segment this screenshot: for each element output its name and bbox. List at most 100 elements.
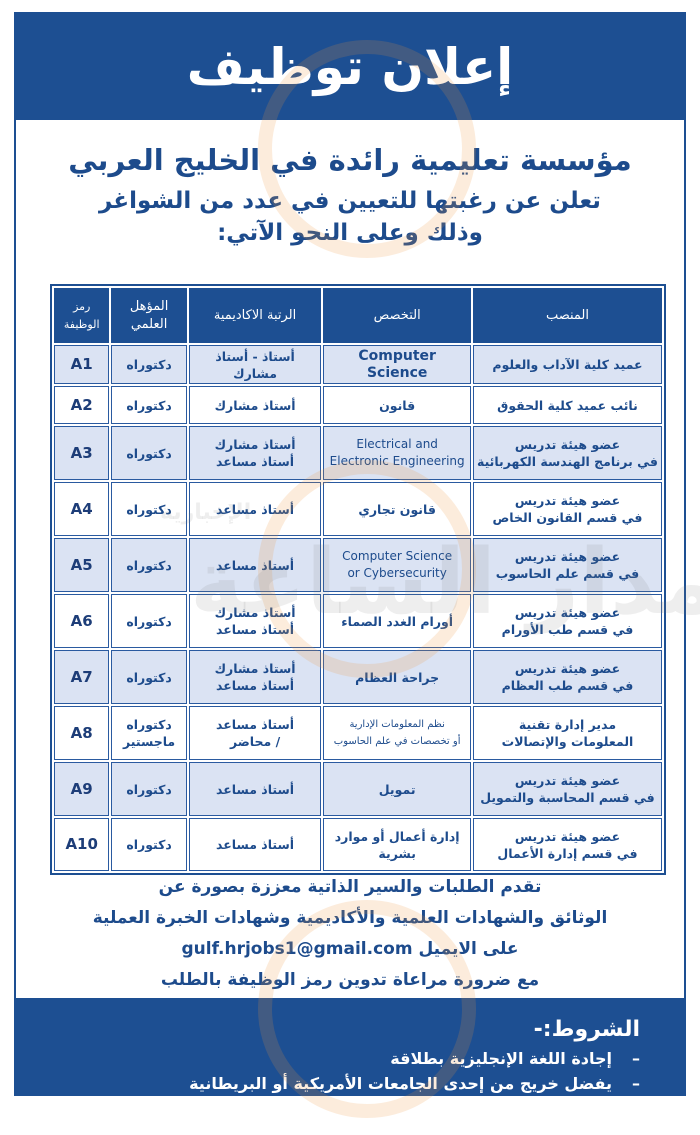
qualification-cell-line: دكتوراه: [126, 357, 172, 372]
qualification-cell-line: دكتوراه: [126, 781, 172, 797]
position-cell: نائب عميد كلية الحقوق: [472, 386, 662, 424]
qualification-cell: دكتوراه: [111, 762, 187, 816]
qualification-cell-line: دكتوراه: [126, 613, 172, 629]
qualification-cell-line: دكتوراه: [126, 717, 172, 732]
position-cell: عضو هيئة تدريس في قسم طب الأورام: [472, 594, 662, 648]
conditions-section: الشروط:- –إجادة اللغة الإنجليزية بطلاقة …: [16, 998, 684, 1094]
page-title: إعلان توظيف: [186, 38, 515, 96]
job-ad-frame: إعلان توظيف مؤسسة تعليمية رائدة في الخلي…: [14, 12, 686, 1096]
title-banner: إعلان توظيف: [16, 14, 684, 120]
qualification-cell: دكتوراه: [111, 538, 187, 592]
specialization-cell-line: Computer Science: [342, 549, 453, 563]
apply-line-2: الوثائق والشهادات العلمية والأكاديمية وش…: [92, 908, 608, 928]
table-row: عميد كلية الآداب والعلوم Computer Science…: [54, 345, 662, 384]
rank-cell-line: أستاذ مساعد: [216, 454, 295, 469]
rank-cell-line: أستاذ مساعد: [216, 678, 295, 693]
rank-cell-line: أستاذ مشارك: [214, 605, 296, 620]
intro: مؤسسة تعليمية رائدة في الخليج العربي تعل…: [16, 140, 684, 248]
rank-cell: أستاذ مساعد: [188, 482, 322, 536]
position-cell-line: نائب عميد كلية الحقوق: [497, 397, 638, 413]
specialization-cell-line: or Cybersecurity: [347, 566, 447, 580]
rank-cell-line: أستاذ مشارك: [214, 397, 296, 413]
rank-cell: أستاذ مشارك أستاذ مساعد: [188, 594, 322, 648]
header-position: المنصب: [472, 288, 662, 343]
specialization-cell-line: إدارة أعمال أو موارد بشرية: [334, 828, 460, 861]
specialization-cell: Computer Science: [323, 345, 471, 384]
specialization-cell-line: Electronic Engineering: [329, 454, 465, 468]
table-row: عضو هيئة تدريس في قسم القانون الخاص قانون …: [54, 482, 662, 536]
email-prefix: على الايميل: [418, 939, 519, 959]
position-cell: عضو هيئة تدريس في قسم علم الحاسوب: [472, 538, 662, 592]
position-cell-line: عميد كلية الآداب والعلوم: [492, 357, 643, 372]
position-cell-line: عضو هيئة تدريس: [514, 549, 621, 564]
position-cell-line: في برنامج الهندسة الكهربائية: [476, 454, 658, 469]
rank-cell-line: / محاضر: [229, 734, 281, 749]
specialization-cell: إدارة أعمال أو موارد بشرية: [323, 818, 471, 871]
conditions-title: الشروط:-: [533, 1017, 640, 1042]
header-qualification: المؤهل العلمي: [111, 288, 187, 343]
position-cell-line: في قسم علم الحاسوب: [495, 566, 640, 581]
condition-item: –يفضل خريج من إحدى الجامعات الأمريكية أو…: [189, 1074, 640, 1093]
header-code: رمز الوظيفة: [54, 288, 110, 343]
intro-line-3: وذلك وعلى النحو الآتي:: [217, 220, 483, 246]
apply-line-1: تقدم الطلبات والسير الذاتية معززة بصورة …: [158, 877, 542, 897]
code-cell: A6: [54, 594, 110, 648]
position-cell-line: في قسم القانون الخاص: [492, 510, 643, 525]
rank-cell-line: أستاذ مساعد: [216, 717, 295, 732]
specialization-cell: أورام الغدد الصماء: [323, 594, 471, 648]
qualification-cell-line: دكتوراه: [126, 669, 172, 685]
position-cell: عضو هيئة تدريس في قسم القانون الخاص: [472, 482, 662, 536]
qualification-cell: دكتوراه: [111, 818, 187, 871]
rank-cell-line: أستاذ مساعد: [216, 622, 295, 637]
rank-cell: أستاذ مساعد: [188, 818, 322, 871]
apply-line-3: على الايميل gulf.hrjobs1@gmail.com: [16, 934, 684, 965]
table-row: عضو هيئة تدريس في قسم المحاسبة والتمويل تم…: [54, 762, 662, 816]
qualification-cell: دكتوراه: [111, 345, 187, 384]
rank-cell-line: أستاذ مساعد: [216, 837, 295, 852]
position-cell-line: عضو هيئة تدريس: [514, 437, 621, 452]
qualification-cell-line: دكتوراه: [126, 837, 172, 852]
table-row: عضو هيئة تدريس في قسم علم الحاسوب Computer…: [54, 538, 662, 592]
position-cell-line: في قسم طب الأورام: [501, 622, 634, 637]
position-cell-line: عضو هيئة تدريس: [514, 828, 621, 844]
table-row: نائب عميد كلية الحقوق قانون أستاذ مشارك دكت…: [54, 386, 662, 424]
position-cell-line: في قسم إدارة الأعمال: [497, 845, 638, 861]
qualification-cell: دكتوراه ماجستير: [111, 706, 187, 760]
specialization-cell: تمويل: [323, 762, 471, 816]
qualification-cell: دكتوراه: [111, 594, 187, 648]
rank-cell: أستاذ مشارك: [188, 386, 322, 424]
code-cell: A4: [54, 482, 110, 536]
code-cell: A8: [54, 706, 110, 760]
position-cell-line: في قسم طب العظام: [501, 678, 634, 693]
specialization-cell-line: Electrical and: [356, 437, 438, 451]
position-cell: عضو هيئة تدريس في قسم طب العظام: [472, 650, 662, 704]
email-address[interactable]: gulf.hrjobs1@gmail.com: [181, 939, 413, 959]
table-header-row: المنصب التخصص الرتبة الاكاديمية المؤهل ا…: [54, 288, 662, 343]
position-cell: مدير إدارة تقنية المعلومات والإتصالات: [472, 706, 662, 760]
code-cell: A2: [54, 386, 110, 424]
condition-item: –إجادة اللغة الإنجليزية بطلاقة: [390, 1049, 640, 1068]
qualification-cell-line: دكتوراه: [126, 557, 172, 573]
header-rank: الرتبة الاكاديمية: [188, 288, 322, 343]
table-row: عضو هيئة تدريس في قسم إدارة الأعمال إدارة …: [54, 818, 662, 871]
intro-line-2: تعلن عن رغبتها للتعيين في عدد من الشواغر: [99, 188, 601, 214]
apply-line-4: مع ضرورة مراعاة تدوين رمز الوظيفة بالطلب: [160, 970, 540, 990]
application-instructions: تقدم الطلبات والسير الذاتية معززة بصورة …: [16, 872, 684, 996]
position-cell-line: عضو هيئة تدريس: [514, 773, 621, 788]
position-cell-line: عضو هيئة تدريس: [514, 661, 621, 676]
rank-cell: أستاذ مساعد: [188, 762, 322, 816]
position-cell-line: عضو هيئة تدريس: [514, 605, 621, 620]
code-cell: A7: [54, 650, 110, 704]
specialization-cell-line: قانون تجاري: [358, 501, 436, 517]
rank-cell: أستاذ مشارك أستاذ مساعد: [188, 426, 322, 480]
rank-cell-line: أستاذ مساعد: [216, 557, 295, 573]
qualification-cell-line: دكتوراه: [126, 445, 172, 461]
rank-cell-line: أستاذ مساعد: [216, 781, 295, 797]
qualification-cell: دكتوراه: [111, 426, 187, 480]
position-cell: عميد كلية الآداب والعلوم: [472, 345, 662, 384]
specialization-cell-line: نظم المعلومات الإدارية: [349, 719, 445, 730]
specialization-cell: نظم المعلومات الإدارية أو تخصصات في علم ا…: [323, 706, 471, 760]
rank-cell: أستاذ مشارك أستاذ مساعد: [188, 650, 322, 704]
rank-cell: أستاذ مساعد: [188, 538, 322, 592]
position-cell-line: في قسم المحاسبة والتمويل: [480, 790, 655, 805]
